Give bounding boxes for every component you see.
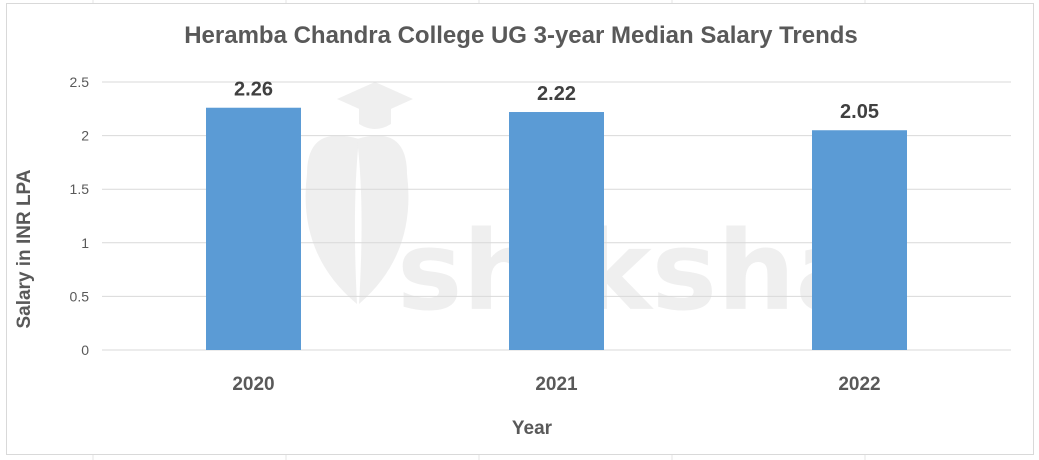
y-tick-label: 0: [81, 342, 89, 358]
chart-title: Heramba Chandra College UG 3-year Median…: [184, 22, 858, 49]
bar-2020[interactable]: [206, 107, 301, 350]
x-tick-label: 2021: [535, 374, 578, 395]
y-tick-label: 0.5: [70, 288, 90, 304]
chart-plot: shiksha 0 0.5 1 1.5 2 2.5 2.26 2.22 2.05 2020 20…: [70, 74, 1011, 395]
bar-2022[interactable]: [812, 130, 907, 350]
bar-2021[interactable]: [509, 112, 604, 351]
y-tick-label: 1.5: [70, 181, 90, 197]
y-axis-label: Salary in INR LPA: [14, 169, 35, 329]
x-tick-label: 2022: [838, 374, 880, 395]
x-tick-label: 2020: [232, 374, 274, 395]
y-tick-label: 2.5: [70, 74, 90, 90]
shiksha-watermark-logo: shiksha: [305, 82, 870, 335]
y-tick-label: 1: [81, 235, 89, 251]
data-label: 2.05: [840, 101, 879, 123]
data-label: 2.26: [234, 79, 273, 101]
data-label: 2.22: [537, 83, 576, 105]
y-tick-label: 2: [81, 128, 89, 144]
x-axis-label: Year: [511, 418, 553, 439]
chart-area[interactable]: Heramba Chandra College UG 3-year Median…: [6, 3, 1034, 455]
watermark-text: shiksha: [397, 207, 870, 335]
